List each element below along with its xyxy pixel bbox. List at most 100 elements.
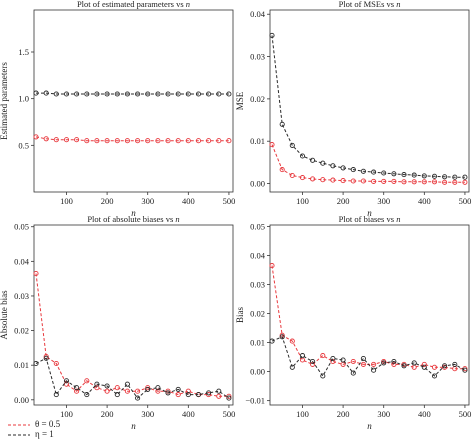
data-point-theta	[226, 393, 232, 399]
y-tick-label: 0.02	[14, 326, 29, 336]
data-point-eta	[43, 355, 49, 361]
panel-4: Plot of biases vs n 100 200 300 400 500 −0.01 0…	[235, 214, 471, 431]
x-tick-label: 500	[223, 196, 236, 206]
data-point-theta	[206, 138, 212, 144]
data-point-eta	[381, 170, 387, 176]
data-point-eta	[74, 385, 80, 391]
data-point-eta	[431, 373, 438, 379]
plot-frame	[33, 224, 234, 406]
data-point-theta	[269, 142, 275, 148]
data-point-eta	[175, 386, 181, 392]
data-point-theta	[53, 137, 59, 143]
data-point-theta	[371, 178, 377, 184]
data-point-theta	[216, 393, 222, 399]
data-point-eta	[330, 355, 336, 362]
x-axis-label: n	[367, 208, 372, 218]
y-tick-label: 0.05	[250, 221, 265, 231]
data-point-theta	[226, 138, 232, 144]
data-point-theta	[299, 357, 306, 363]
x-tick-label: 100	[60, 409, 73, 419]
data-point-theta	[330, 177, 336, 183]
x-tick-label: 300	[141, 409, 154, 419]
data-point-theta	[381, 178, 387, 184]
data-point-theta	[33, 134, 39, 140]
x-tick-label: 200	[337, 409, 350, 419]
y-tick-label: 0.5	[18, 140, 29, 150]
data-point-eta	[226, 395, 232, 401]
data-point-theta	[216, 138, 222, 144]
data-point-eta	[145, 386, 151, 392]
data-point-eta	[320, 373, 326, 379]
data-point-eta	[63, 91, 70, 97]
data-point-eta	[310, 157, 316, 163]
data-point-eta	[104, 383, 110, 389]
data-point-theta	[145, 138, 151, 144]
data-point-eta	[279, 121, 285, 127]
data-point-eta	[299, 353, 306, 359]
data-point-theta	[74, 137, 80, 143]
data-point-eta	[114, 91, 120, 97]
plot-frame	[269, 224, 470, 406]
data-point-eta	[195, 392, 202, 398]
data-point-eta	[442, 174, 448, 180]
data-point-theta	[299, 175, 306, 181]
data-point-theta	[84, 138, 90, 144]
data-point-eta	[462, 174, 468, 180]
series-line-eta	[35, 357, 230, 399]
y-axis-label: MSE	[235, 91, 245, 110]
x-tick-label: 400	[182, 409, 195, 419]
data-point-eta	[53, 392, 59, 398]
data-point-eta	[350, 167, 356, 173]
data-point-theta	[340, 178, 346, 184]
x-tick-label: 500	[459, 409, 472, 419]
data-point-eta	[411, 360, 417, 366]
data-point-eta	[33, 90, 39, 96]
data-point-eta	[165, 91, 171, 97]
y-axis-label: Estimated parameters	[0, 62, 9, 140]
data-point-eta	[330, 163, 336, 169]
data-point-eta	[165, 390, 171, 396]
data-point-theta	[84, 378, 90, 384]
data-point-theta	[104, 138, 110, 144]
data-point-theta	[165, 138, 171, 144]
data-point-theta	[33, 270, 39, 277]
x-axis-label: n	[131, 208, 136, 218]
data-point-eta	[452, 174, 458, 180]
y-tick-label: 0.02	[250, 309, 265, 319]
data-point-eta	[226, 91, 232, 97]
y-tick-label: 0.02	[250, 94, 265, 104]
data-point-theta	[74, 388, 80, 394]
data-point-eta	[216, 91, 222, 97]
panel-2: Plot of MSEs vs n 100 200 300 400 500 0.00 0.01…	[235, 0, 471, 218]
x-tick-label: 100	[60, 196, 73, 206]
data-point-theta	[43, 136, 49, 142]
chart-title: Plot of estimated parameters vs n	[77, 0, 190, 9]
plot-frame	[269, 9, 470, 193]
data-point-eta	[33, 360, 39, 367]
x-axis-label: n	[131, 421, 136, 431]
data-point-eta	[43, 90, 49, 96]
data-point-eta	[145, 91, 151, 97]
data-point-theta	[320, 177, 326, 183]
data-point-theta	[421, 361, 427, 367]
x-tick-label: 300	[377, 409, 390, 419]
data-point-theta	[195, 138, 202, 144]
y-tick-label: 0.00	[14, 395, 29, 405]
y-tick-label: 0.04	[250, 250, 266, 260]
data-point-theta	[350, 178, 356, 184]
data-point-eta	[411, 172, 417, 178]
data-point-theta	[462, 179, 468, 185]
data-point-eta	[74, 91, 80, 97]
data-point-eta	[94, 381, 100, 387]
data-point-eta	[155, 385, 161, 391]
data-point-theta	[63, 137, 70, 143]
x-axis-label: n	[367, 421, 372, 431]
data-point-theta	[114, 138, 120, 144]
data-point-eta	[360, 168, 366, 174]
data-point-eta	[340, 357, 346, 363]
data-point-theta	[401, 179, 407, 185]
y-tick-label: 0.01	[14, 360, 29, 370]
data-point-eta	[310, 358, 316, 365]
y-tick-label: 0.01	[250, 338, 265, 348]
